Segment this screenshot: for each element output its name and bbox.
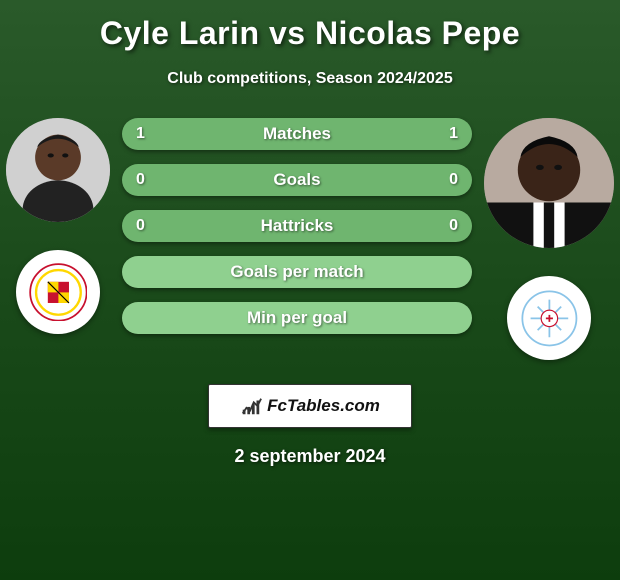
bar-matches-right: 1 — [449, 125, 458, 143]
bar-hattricks-label: Hattricks — [122, 216, 472, 236]
date-label: 2 september 2024 — [0, 446, 620, 467]
bar-mpg-label: Min per goal — [122, 308, 472, 328]
chart-icon — [240, 395, 262, 417]
club-right-crest — [507, 276, 591, 360]
left-column — [6, 118, 110, 334]
bar-matches-left: 1 — [136, 125, 145, 143]
bar-hattricks: 0 Hattricks 0 — [122, 210, 472, 242]
subtitle: Club competitions, Season 2024/2025 — [0, 70, 620, 88]
stat-bars: 1 Matches 1 0 Goals 0 0 Hattricks 0 Goal… — [122, 118, 472, 334]
bar-hattricks-right: 0 — [449, 217, 458, 235]
bar-goals-right: 0 — [449, 171, 458, 189]
bar-mpg: Min per goal — [122, 302, 472, 334]
bar-goals-label: Goals — [122, 170, 472, 190]
bar-gpm: Goals per match — [122, 256, 472, 288]
right-column — [484, 118, 614, 360]
bar-hattricks-left: 0 — [136, 217, 145, 235]
bar-goals: 0 Goals 0 — [122, 164, 472, 196]
bar-matches-label: Matches — [122, 124, 472, 144]
bar-goals-left: 0 — [136, 171, 145, 189]
source-badge-text: FcTables.com — [240, 395, 380, 417]
player-right-avatar — [484, 118, 614, 248]
bar-gpm-label: Goals per match — [122, 262, 472, 282]
club-left-crest — [16, 250, 100, 334]
bar-matches: 1 Matches 1 — [122, 118, 472, 150]
player-left-avatar — [6, 118, 110, 222]
page-title: Cyle Larin vs Nicolas Pepe — [0, 15, 620, 52]
source-badge: FcTables.com — [208, 384, 412, 428]
badge-label: FcTables.com — [267, 396, 380, 416]
comparison-row: 1 Matches 1 0 Goals 0 0 Hattricks 0 Goal… — [0, 118, 620, 360]
